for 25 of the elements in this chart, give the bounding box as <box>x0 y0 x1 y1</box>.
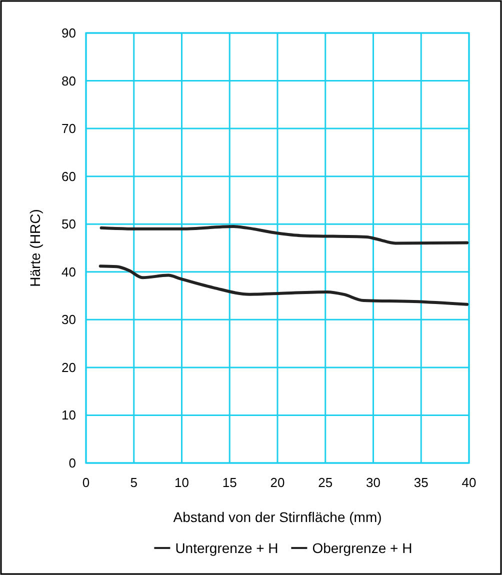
x-axis-title: Abstand von der Stirnfläche (mm) <box>173 509 382 525</box>
line-series <box>100 225 469 245</box>
y-tick-label: 30 <box>62 312 76 328</box>
x-tick-label: 5 <box>130 475 138 490</box>
x-tick-label: 20 <box>270 475 285 490</box>
y-tick-label: 80 <box>62 73 76 88</box>
legend-label: Untergrenze + H <box>175 540 278 556</box>
x-tick-label: 25 <box>318 475 333 490</box>
y-tick-label: 40 <box>62 264 76 280</box>
legend-label: Obergrenze + H <box>312 540 412 556</box>
x-tick-label: 0 <box>82 475 90 490</box>
x-tick-label: 40 <box>462 475 476 490</box>
y-tick-label: 0 <box>68 456 76 470</box>
y-tick-label: 10 <box>62 408 76 423</box>
y-tick-label: 50 <box>62 216 76 232</box>
y-tick-label: 90 <box>62 26 76 40</box>
x-tick-label: 15 <box>222 475 237 490</box>
line-series <box>98 264 469 306</box>
y-tick-label: 70 <box>62 121 76 136</box>
y-tick-label: 60 <box>62 168 76 184</box>
y-tick-label: 20 <box>62 360 76 375</box>
x-tick-label: 10 <box>174 475 189 490</box>
y-axis-title: Härte (HRC) <box>27 209 43 287</box>
x-tick-label: 35 <box>414 475 428 490</box>
x-tick-label: 30 <box>366 475 380 490</box>
